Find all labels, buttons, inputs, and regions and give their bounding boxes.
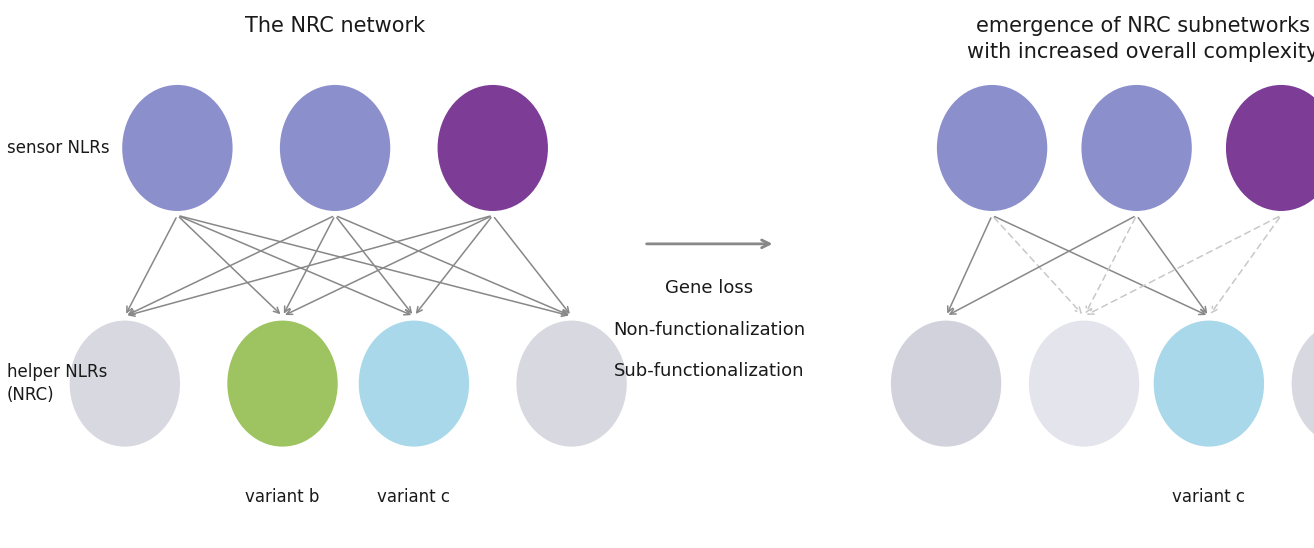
- Text: variant c: variant c: [377, 488, 451, 506]
- Ellipse shape: [1226, 85, 1314, 211]
- Text: emergence of NRC subnetworks
with increased overall complexity: emergence of NRC subnetworks with increa…: [967, 16, 1314, 62]
- Ellipse shape: [516, 321, 627, 447]
- Text: Non-functionalization: Non-functionalization: [614, 321, 805, 339]
- Ellipse shape: [122, 85, 233, 211]
- Ellipse shape: [280, 85, 390, 211]
- Ellipse shape: [1154, 321, 1264, 447]
- Text: variant c: variant c: [1172, 488, 1246, 506]
- Ellipse shape: [438, 85, 548, 211]
- Text: Sub-functionalization: Sub-functionalization: [615, 362, 804, 380]
- Ellipse shape: [1292, 321, 1314, 447]
- Text: variant b: variant b: [246, 488, 319, 506]
- Text: sensor NLRs: sensor NLRs: [7, 139, 109, 157]
- Text: The NRC network: The NRC network: [244, 16, 426, 36]
- Ellipse shape: [937, 85, 1047, 211]
- Text: Gene loss: Gene loss: [665, 279, 754, 298]
- Ellipse shape: [70, 321, 180, 447]
- Ellipse shape: [1081, 85, 1192, 211]
- Ellipse shape: [359, 321, 469, 447]
- Text: helper NLRs
(NRC): helper NLRs (NRC): [7, 363, 106, 404]
- Ellipse shape: [227, 321, 338, 447]
- Ellipse shape: [1029, 321, 1139, 447]
- Ellipse shape: [891, 321, 1001, 447]
